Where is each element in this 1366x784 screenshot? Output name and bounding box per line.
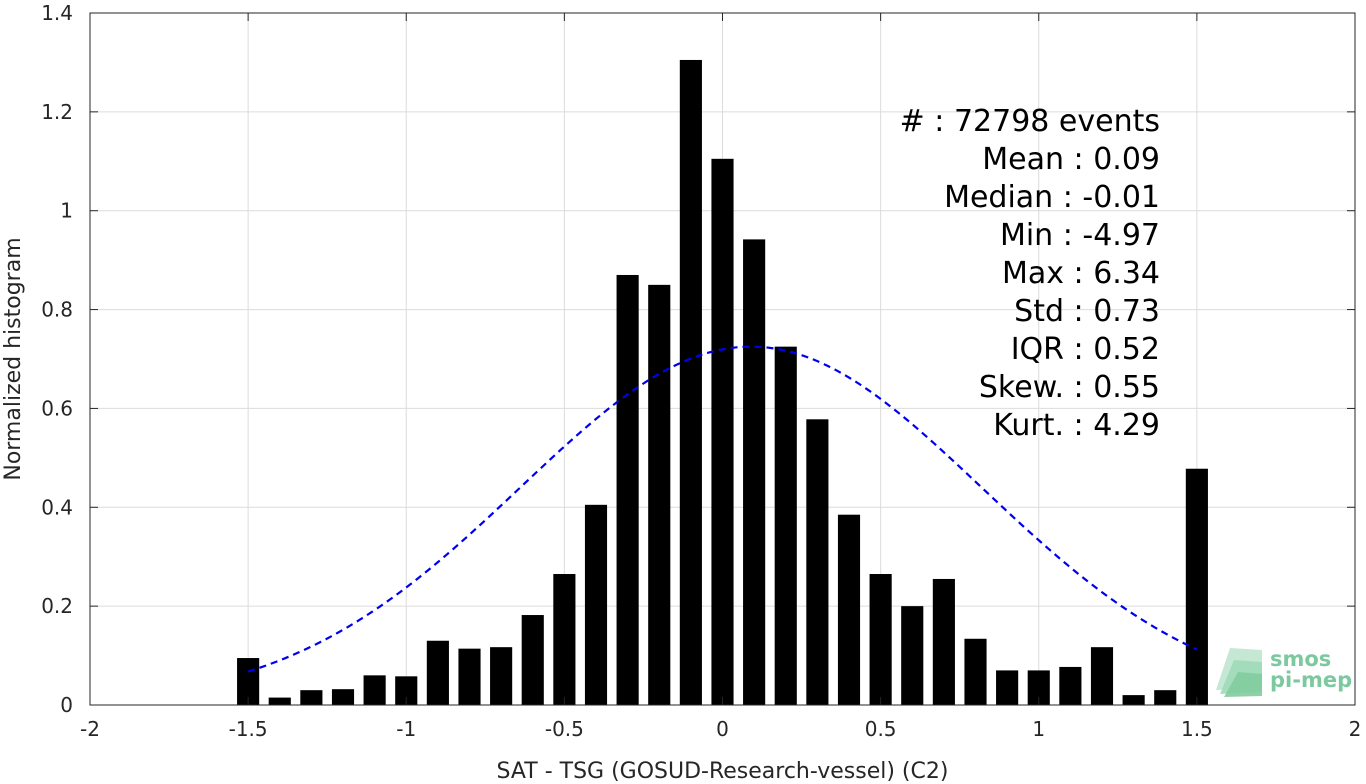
x-tick-label: 1.5 [1181,717,1213,741]
histogram-bar-30 [1185,468,1208,705]
stat-line: Min : -4.97 [1000,218,1160,253]
stat-line: Std : 0.73 [1014,294,1160,329]
logo-text-line1: smos [1270,647,1331,671]
y-tick-label: 1 [60,199,73,223]
histogram-bar-10 [553,574,576,705]
smos-pi-mep-logo: smos pi-mep [1216,647,1352,697]
y-axis-ticks: 0 0.2 0.4 0.6 0.8 1 1.2 1.4 [41,1,1355,717]
x-tick-label: -2 [80,717,100,741]
histogram-bar-1 [268,697,291,705]
histogram-bar-20 [869,574,892,705]
histogram-bar-23 [964,638,987,705]
histogram-bar-12 [616,274,639,705]
x-tick-label: 0 [716,717,729,741]
stat-line: Kurt. : 4.29 [993,408,1160,443]
histogram-bar-29 [1154,690,1177,705]
histogram-bar-14 [679,59,702,705]
y-tick-label: 0.8 [41,298,73,322]
histogram-bar-5 [395,676,418,705]
histogram-bar-27 [1090,647,1114,705]
histogram-bar-11 [584,504,608,705]
normal-fit-curve [247,345,1198,673]
stat-line: IQR : 0.52 [1011,332,1160,367]
histogram-bar-8 [490,647,513,705]
stat-line: # : 72798 events [900,104,1160,139]
stat-line: Skew. : 0.55 [979,370,1160,405]
logo-text-line2: pi-mep [1270,668,1352,692]
x-tick-label: -0.5 [545,717,584,741]
histogram-bar-19 [837,514,861,705]
x-axis-label: SAT - TSG (GOSUD-Research-vessel) (C2) [497,759,949,784]
y-axis-label: Normalized histogram [1,237,26,480]
histogram-bar-4 [363,675,386,705]
histogram-bar-16 [743,239,766,705]
histogram-bars [237,59,1208,706]
histogram-bar-9 [521,615,544,705]
x-tick-label: 2 [1349,717,1362,741]
y-tick-label: 0.6 [41,396,73,420]
histogram-bar-22 [932,578,955,705]
histogram-bar-6 [426,640,449,705]
histogram-bar-7 [458,648,481,705]
histogram-bar-28 [1122,695,1145,705]
histogram-bar-3 [331,689,355,705]
x-tick-label: -1.5 [229,717,268,741]
y-tick-label: 0.4 [41,495,73,519]
x-axis-ticks: -2 -1.5 -1 -0.5 0 0.5 1 1.5 2 [80,13,1361,741]
x-tick-label: 1 [1032,717,1045,741]
histogram-bar-17 [774,346,797,705]
histogram-bar-18 [806,419,829,705]
histogram-bar-15 [711,158,734,706]
stat-line: Mean : 0.09 [982,142,1160,177]
histogram-bar-25 [1027,670,1050,705]
x-tick-label: 0.5 [865,717,897,741]
y-tick-label: 0.2 [41,594,73,618]
stat-line: Max : 6.34 [1002,256,1160,291]
histogram-bar-24 [996,670,1019,705]
y-tick-label: 0 [60,693,73,717]
histogram-bar-13 [648,284,671,705]
y-tick-label: 1.2 [41,100,73,124]
histogram-bar-2 [300,690,323,705]
stat-line: Median : -0.01 [944,180,1160,215]
histogram-bar-21 [901,606,924,705]
histogram-bar-26 [1059,666,1082,705]
y-tick-label: 1.4 [41,1,73,25]
logo-wave-icon [1216,648,1262,697]
x-tick-label: -1 [396,717,416,741]
